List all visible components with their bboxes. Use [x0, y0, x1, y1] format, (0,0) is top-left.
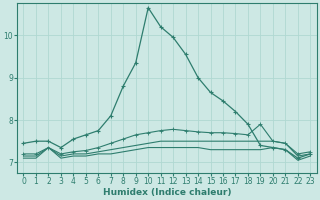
X-axis label: Humidex (Indice chaleur): Humidex (Indice chaleur) [103, 188, 231, 197]
